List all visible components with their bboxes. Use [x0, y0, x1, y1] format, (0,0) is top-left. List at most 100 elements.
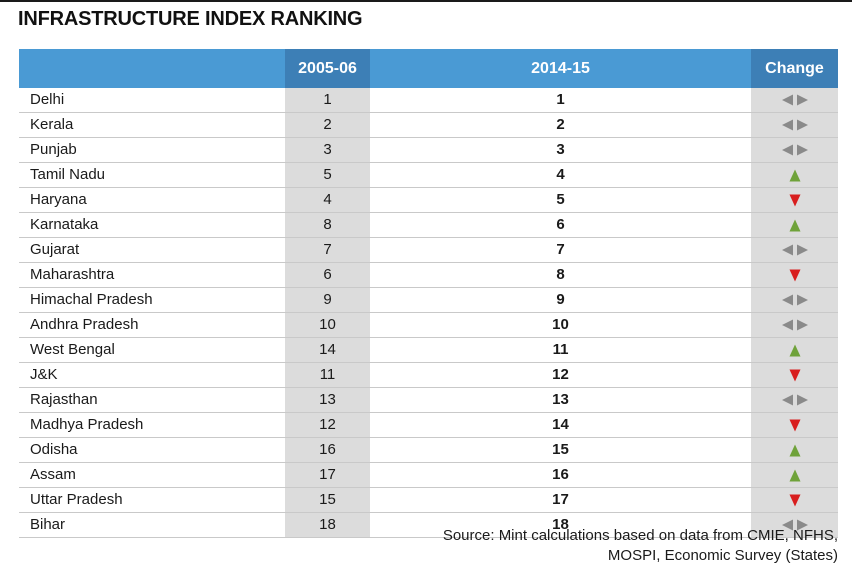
state-name: Uttar Pradesh — [30, 491, 123, 508]
table-row: Kerala 2 2 — [19, 113, 838, 138]
state-name: Andhra Pradesh — [30, 316, 139, 333]
state-name: Punjab — [30, 141, 77, 158]
rank-2005-06: 17 — [285, 463, 370, 487]
no-change-icon — [751, 513, 838, 537]
table-row: Gujarat 7 7 — [19, 238, 838, 263]
rank-2014-15: 13 — [552, 391, 569, 408]
table-row: West Bengal 14 11 — [19, 338, 838, 363]
table-header: 2005-06 2014-15 Change — [19, 49, 838, 88]
rank-2014-15: 14 — [552, 416, 569, 433]
rank-2014-15: 6 — [556, 216, 565, 233]
table-body: Delhi 1 1 Kerala 2 2 Punjab 3 3 Tamil Nadu 5 4 Harya… — [19, 88, 838, 538]
up-arrow-icon — [751, 163, 838, 187]
rank-2005-06: 12 — [285, 413, 370, 437]
chart-title: INFRASTRUCTURE INDEX RANKING — [18, 8, 363, 30]
rank-2005-06: 1 — [285, 88, 370, 112]
no-change-icon — [751, 238, 838, 262]
table-row: Haryana 4 5 — [19, 188, 838, 213]
state-name: Karnataka — [30, 216, 99, 233]
no-change-icon — [751, 288, 838, 312]
rank-2014-15: 18 — [552, 516, 569, 533]
table-row: Assam 17 16 — [19, 463, 838, 488]
state-name: Himachal Pradesh — [30, 291, 153, 308]
table-row: Karnataka 8 6 — [19, 213, 838, 238]
rank-2005-06: 8 — [285, 213, 370, 237]
table-row: Andhra Pradesh 10 10 — [19, 313, 838, 338]
table-row: Himachal Pradesh 9 9 — [19, 288, 838, 313]
ranking-table: 2005-06 2014-15 Change Delhi 1 1 Kerala 2 2 Pu… — [19, 49, 838, 538]
no-change-icon — [751, 113, 838, 137]
rank-2014-15: 7 — [556, 241, 565, 258]
rank-2005-06: 3 — [285, 138, 370, 162]
state-name: Tamil Nadu — [30, 166, 106, 183]
rank-2014-15: 5 — [556, 191, 565, 208]
rank-2014-15: 4 — [556, 166, 565, 183]
state-name: Madhya Pradesh — [30, 416, 144, 433]
rank-2005-06: 13 — [285, 388, 370, 412]
state-name: J&K — [30, 366, 58, 383]
rank-2014-15: 16 — [552, 466, 569, 483]
table-row: Rajasthan 13 13 — [19, 388, 838, 413]
table-row: Uttar Pradesh 15 17 — [19, 488, 838, 513]
no-change-icon — [751, 388, 838, 412]
state-name: Kerala — [30, 116, 74, 133]
rank-2005-06: 7 — [285, 238, 370, 262]
header-change: Change — [751, 49, 838, 88]
state-name: Haryana — [30, 191, 87, 208]
no-change-icon — [751, 138, 838, 162]
rank-2014-15: 15 — [552, 441, 569, 458]
down-arrow-icon — [751, 363, 838, 387]
down-arrow-icon — [751, 263, 838, 287]
header-2005-06: 2005-06 — [285, 49, 370, 88]
state-name: Bihar — [30, 516, 66, 533]
state-name: Odisha — [30, 441, 78, 458]
no-change-icon — [751, 88, 838, 112]
rank-2005-06: 6 — [285, 263, 370, 287]
state-name: Gujarat — [30, 241, 80, 258]
source-line-1: Source: Mint calculations based on data … — [442, 527, 838, 544]
header-2014-15: 2014-15 — [531, 60, 590, 77]
rank-2005-06: 14 — [285, 338, 370, 362]
up-arrow-icon — [751, 338, 838, 362]
rank-2005-06: 11 — [285, 363, 370, 387]
rank-2014-15: 9 — [556, 291, 565, 308]
rank-2005-06: 4 — [285, 188, 370, 212]
up-arrow-icon — [751, 438, 838, 462]
rank-2014-15: 1 — [556, 91, 565, 108]
rank-2005-06: 16 — [285, 438, 370, 462]
table-row: Delhi 1 1 — [19, 88, 838, 113]
rank-2014-15: 17 — [552, 491, 569, 508]
rank-2014-15: 8 — [556, 266, 565, 283]
up-arrow-icon — [751, 213, 838, 237]
table-row: Odisha 16 15 — [19, 438, 838, 463]
table-row: Maharashtra 6 8 — [19, 263, 838, 288]
table-row: J&K 11 12 — [19, 363, 838, 388]
rank-2005-06: 2 — [285, 113, 370, 137]
rank-2014-15: 11 — [552, 341, 569, 358]
state-name: West Bengal — [30, 341, 115, 358]
down-arrow-icon — [751, 188, 838, 212]
rank-2005-06: 15 — [285, 488, 370, 512]
table-row: Tamil Nadu 5 4 — [19, 163, 838, 188]
state-name: Delhi — [30, 91, 65, 108]
rank-2005-06: 18 — [285, 513, 370, 537]
table-row: Madhya Pradesh 12 14 — [19, 413, 838, 438]
rank-2005-06: 10 — [285, 313, 370, 337]
up-arrow-icon — [751, 463, 838, 487]
top-rule — [0, 0, 852, 2]
table-row: Punjab 3 3 — [19, 138, 838, 163]
rank-2014-15: 3 — [556, 141, 565, 158]
down-arrow-icon — [751, 488, 838, 512]
rank-2014-15: 12 — [552, 366, 569, 383]
source-line-2: MOSPI, Economic Survey (States) — [607, 547, 838, 564]
rank-2005-06: 9 — [285, 288, 370, 312]
source-note: Source: Mint calculations based on data … — [443, 526, 838, 566]
state-name: Assam — [30, 466, 76, 483]
rank-2014-15: 10 — [552, 316, 569, 333]
rank-2005-06: 5 — [285, 163, 370, 187]
state-name: Maharashtra — [30, 266, 115, 283]
state-name: Rajasthan — [30, 391, 98, 408]
down-arrow-icon — [751, 413, 838, 437]
table-row: Bihar 18 18 — [19, 513, 838, 538]
no-change-icon — [751, 313, 838, 337]
